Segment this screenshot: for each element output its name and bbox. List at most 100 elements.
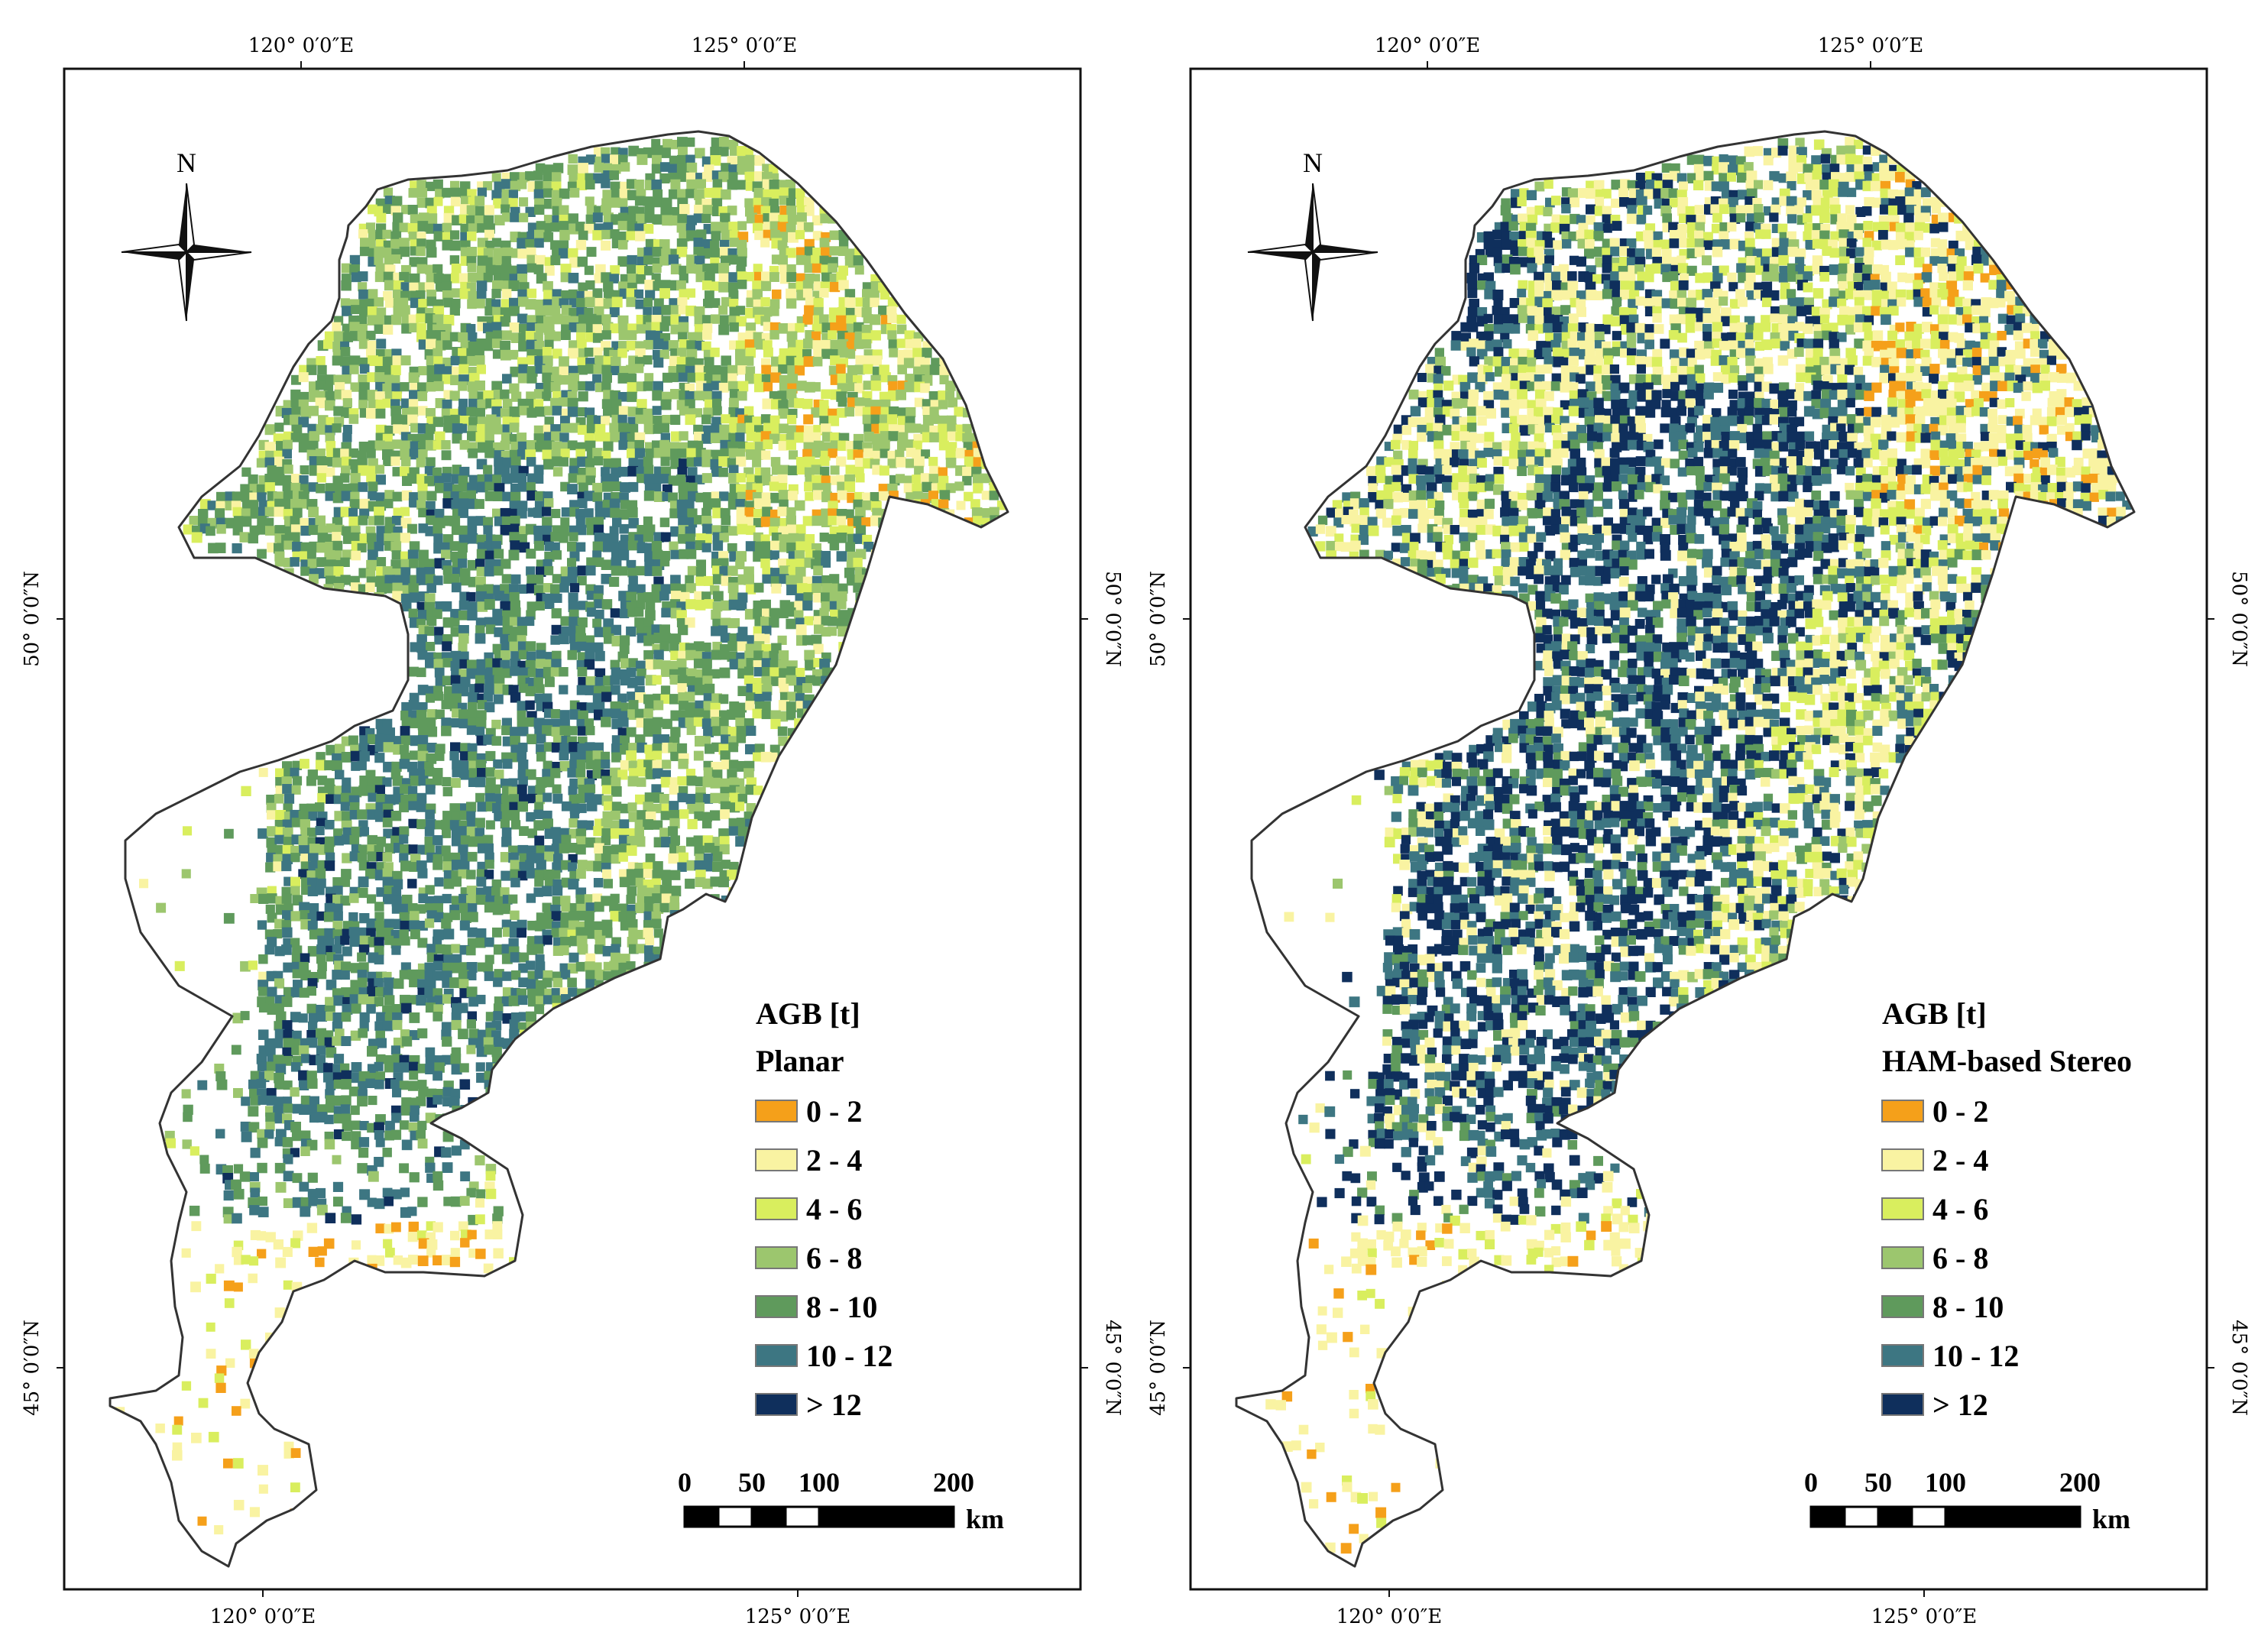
biomass-cell [390, 375, 400, 385]
biomass-cell [746, 474, 756, 484]
biomass-cell [323, 339, 333, 349]
biomass-cell [567, 575, 578, 585]
biomass-cell [643, 196, 653, 206]
biomass-cell [458, 407, 468, 416]
biomass-cell [618, 154, 628, 165]
biomass-cell [712, 565, 722, 575]
biomass-cell [475, 432, 486, 442]
biomass-cell [736, 180, 746, 190]
biomass-cell [400, 844, 410, 855]
biomass-cell [744, 339, 756, 350]
biomass-cell [493, 694, 504, 705]
biomass-cell [477, 802, 488, 812]
biomass-cell [812, 331, 821, 341]
biomass-cell [761, 280, 772, 291]
biomass-cell [786, 507, 796, 517]
biomass-cell [828, 515, 838, 526]
biomass-cell [737, 793, 747, 804]
biomass-cell [341, 869, 351, 879]
biomass-cell [501, 870, 511, 881]
biomass-cell [560, 919, 571, 930]
biomass-cell [475, 1155, 485, 1166]
biomass-cell [349, 355, 361, 366]
biomass-cell [543, 995, 552, 1005]
biomass-cell [476, 289, 487, 299]
biomass-cell [819, 314, 829, 325]
biomass-cell [315, 802, 325, 812]
biomass-cell [668, 254, 679, 265]
biomass-cell [326, 980, 337, 990]
biomass-cell [585, 726, 595, 736]
biomass-cell [777, 474, 788, 484]
biomass-cell [821, 483, 831, 493]
biomass-cell [316, 1187, 326, 1198]
biomass-cell [475, 559, 485, 568]
biomass-cell [652, 197, 662, 208]
biomass-cell [332, 1095, 343, 1106]
biomass-cell [309, 1096, 319, 1106]
biomass-cell [359, 364, 370, 374]
biomass-cell [744, 171, 755, 182]
biomass-cell [290, 938, 300, 947]
biomass-cell [459, 659, 469, 669]
biomass-cell [550, 635, 560, 645]
biomass-cell [349, 802, 360, 812]
biomass-cell [559, 685, 569, 695]
biomass-cell [718, 625, 728, 635]
biomass-cell [399, 1163, 409, 1174]
biomass-cell [350, 473, 361, 484]
biomass-cell [601, 507, 611, 518]
biomass-cell [652, 214, 662, 225]
biomass-cell [390, 456, 400, 466]
biomass-cell [443, 1197, 453, 1207]
biomass-cell [559, 526, 569, 536]
biomass-cell [762, 550, 773, 560]
biomass-cell [424, 593, 436, 604]
biomass-cell [603, 543, 613, 552]
biomass-cell [501, 330, 512, 341]
biomass-cell [264, 517, 274, 527]
biomass-cell [703, 248, 714, 259]
biomass-cell [602, 845, 613, 856]
biomass-cell [575, 516, 585, 526]
biomass-cell [603, 879, 613, 889]
biomass-cell [659, 256, 669, 266]
biomass-cell [460, 861, 470, 871]
biomass-cell [517, 717, 527, 728]
biomass-cell [384, 523, 395, 534]
biomass-cell [576, 869, 586, 879]
biomass-cell [592, 962, 602, 972]
biomass-cell [508, 778, 518, 788]
biomass-cell [256, 1078, 267, 1089]
biomass-cell [819, 238, 830, 248]
biomass-cell [601, 533, 612, 544]
biomass-cell [729, 230, 740, 240]
biomass-cell [712, 726, 723, 737]
biomass-cell [325, 390, 335, 402]
biomass-cell [348, 1087, 359, 1096]
biomass-cell [718, 305, 728, 315]
biomass-cell [779, 650, 789, 661]
biomass-cell [450, 1196, 462, 1207]
biomass-cell [340, 877, 351, 887]
biomass-cell [459, 355, 470, 366]
biomass-cell [795, 566, 806, 578]
biomass-cell [813, 298, 824, 309]
biomass-cell [290, 389, 301, 400]
biomass-cell [442, 366, 452, 377]
biomass-cell [552, 995, 562, 1005]
biomass-cell [670, 835, 680, 845]
biomass-cell [559, 356, 569, 368]
biomass-cell [626, 869, 636, 879]
biomass-cell [526, 583, 536, 594]
biomass-cell [718, 876, 729, 888]
biomass-cell [711, 558, 721, 568]
biomass-cell [744, 162, 755, 172]
biomass-cell [770, 457, 781, 467]
biomass-cell [306, 364, 317, 375]
biomass-cell [417, 1028, 428, 1038]
biomass-cell [710, 669, 720, 679]
biomass-cell [468, 332, 478, 342]
biomass-cell [483, 886, 493, 896]
biomass-cell [399, 853, 409, 863]
